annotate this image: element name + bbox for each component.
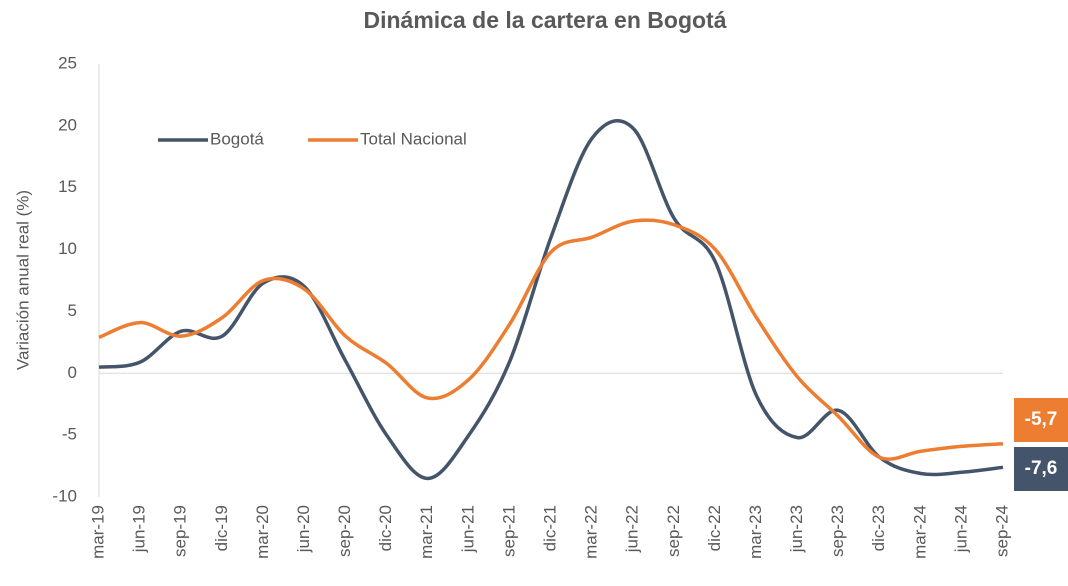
value-label-box	[1014, 398, 1068, 442]
x-tick-label: mar-23	[746, 505, 765, 559]
x-tick-label: sep-23	[828, 505, 847, 557]
x-tick-label: mar-19	[88, 505, 107, 559]
x-tick-label: mar-22	[582, 505, 601, 559]
x-tick-label: mar-21	[417, 505, 436, 559]
x-tick-label: jun-19	[130, 505, 149, 553]
y-tick-label: 0	[68, 363, 77, 382]
value-label: -7,6	[1025, 458, 1058, 479]
x-tick-label: dic-21	[540, 505, 559, 551]
chart-title: Dinámica de la cartera en Bogotá	[363, 7, 726, 33]
line	[98, 119, 1004, 481]
y-tick-label: -5	[62, 425, 77, 444]
x-tick-label: dic-19	[212, 505, 231, 551]
x-tick-label: jun-21	[458, 505, 477, 553]
x-tick-label: sep-24	[992, 505, 1011, 557]
y-tick-label: 25	[58, 53, 77, 72]
x-tick-label: sep-22	[664, 505, 683, 557]
value-label: -5,7	[1025, 409, 1058, 430]
y-tick-label: 20	[58, 115, 77, 134]
y-axis-label: Variación anual real (%)	[13, 190, 32, 370]
x-tick-label: dic-22	[705, 505, 724, 551]
y-tick-label: 5	[68, 301, 77, 320]
value-label-box	[1014, 447, 1068, 491]
x-tick-label: jun-24	[951, 505, 970, 553]
x-tick-label: jun-22	[623, 505, 642, 553]
y-tick-label: -10	[52, 486, 77, 505]
x-tick-label: mar-20	[253, 505, 272, 559]
y-tick-label: 10	[58, 239, 77, 258]
legend-label: Bogotá	[210, 129, 264, 148]
x-tick-label: sep-19	[171, 505, 190, 557]
line	[98, 218, 1004, 461]
x-tick-label: jun-20	[294, 505, 313, 553]
x-tick-label: sep-21	[499, 505, 518, 557]
y-tick-label: 15	[58, 177, 77, 196]
x-tick-label: mar-24	[910, 505, 929, 559]
x-tick-label: dic-23	[869, 505, 888, 551]
x-tick-label: sep-20	[335, 505, 354, 557]
x-tick-label: dic-20	[376, 505, 395, 551]
legend-label: Total Nacional	[360, 129, 467, 148]
x-tick-label: jun-23	[787, 505, 806, 553]
